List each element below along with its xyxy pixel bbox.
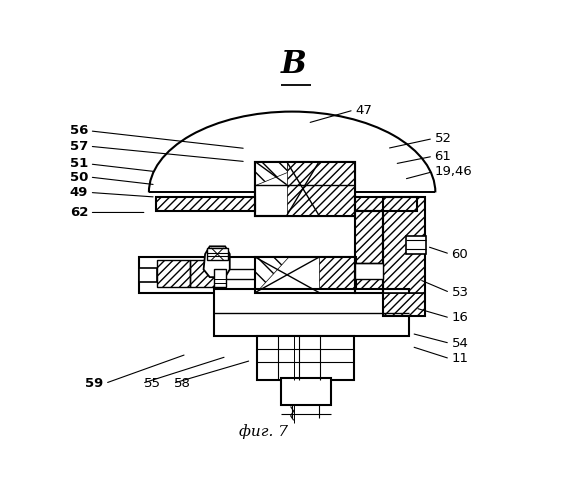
Polygon shape [156,197,255,211]
Text: 47: 47 [355,104,372,117]
Bar [406,236,426,254]
Bar [383,292,425,316]
Bar [355,264,383,278]
Text: 57: 57 [70,140,88,152]
Bar [255,257,355,292]
Bar [157,260,190,287]
Bar [258,336,354,380]
Polygon shape [287,162,355,216]
Text: 52: 52 [434,132,451,145]
Text: 50: 50 [70,170,88,183]
Text: 54: 54 [451,337,469,350]
Polygon shape [355,211,383,292]
Text: 51: 51 [70,158,88,170]
Polygon shape [355,197,417,211]
Text: 62: 62 [70,206,88,219]
Text: 16: 16 [451,312,469,324]
Polygon shape [255,257,355,292]
Text: 58: 58 [174,377,191,390]
Polygon shape [157,260,190,287]
Bar [214,270,226,287]
Bar [255,162,355,216]
Polygon shape [255,162,287,184]
Bar [255,162,355,216]
Bar [139,268,157,282]
Polygon shape [190,260,219,287]
Bar [383,197,425,316]
Text: 55: 55 [144,377,161,390]
Bar [156,197,255,211]
Polygon shape [203,246,230,277]
Text: 49: 49 [70,186,88,199]
Text: 53: 53 [451,286,469,299]
Text: 11: 11 [451,352,469,366]
Text: B: B [281,49,307,80]
Bar [207,248,228,260]
Bar [280,378,331,405]
Text: 56: 56 [70,124,88,138]
Text: фиг. 7: фиг. 7 [239,424,288,438]
Polygon shape [383,292,425,316]
Polygon shape [255,257,288,292]
Bar [190,260,219,287]
Text: 19,46: 19,46 [434,165,473,178]
Text: 60: 60 [451,248,469,260]
Bar [355,211,383,292]
Polygon shape [383,197,425,316]
Bar [139,257,356,292]
Bar [355,197,417,211]
Text: 59: 59 [86,377,104,390]
Text: 61: 61 [434,150,451,163]
Bar [214,290,409,336]
